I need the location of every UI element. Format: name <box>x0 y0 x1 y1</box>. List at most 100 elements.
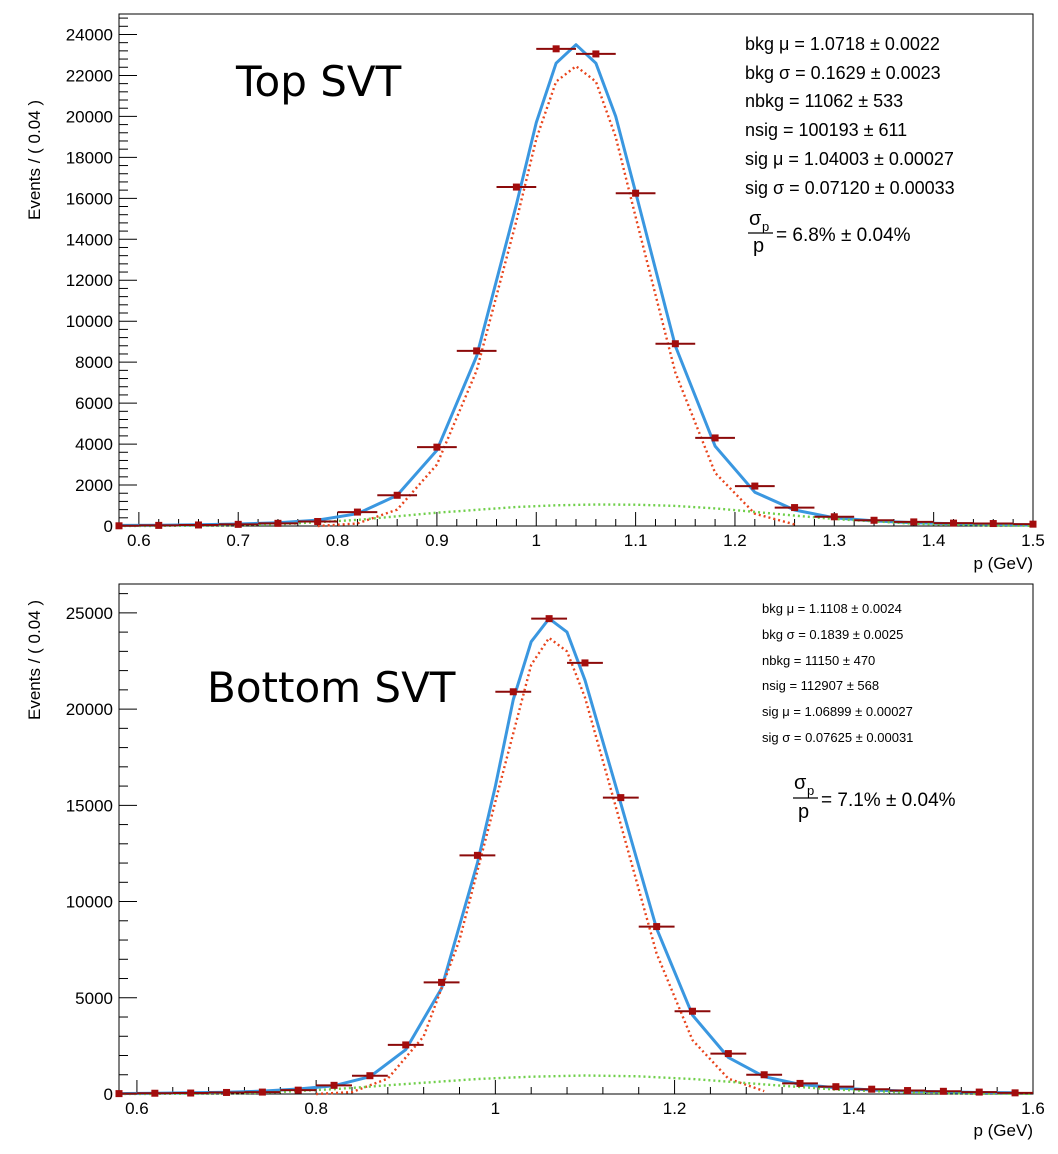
top-stat-sig-sigma: sig σ = 0.07120 ± 0.00033 <box>745 178 955 198</box>
top-data-point <box>218 520 259 528</box>
top-y-tick-label: 4000 <box>75 435 113 454</box>
bottom-point-marker <box>939 1087 947 1095</box>
top-data-point <box>854 516 894 524</box>
top-data-point <box>973 520 1014 528</box>
top-data-point <box>576 50 616 58</box>
top-point-marker <box>155 521 163 529</box>
top-y-tick-label: 16000 <box>66 189 113 208</box>
bottom-y-tick-label: 10000 <box>66 893 113 912</box>
bottom-fit-stats: bkg μ = 1.1108 ± 0.0024 bkg σ = 0.1839 ±… <box>762 601 913 745</box>
top-data-points <box>115 45 1037 530</box>
bottom-point-marker <box>760 1071 768 1079</box>
bottom-data-point <box>495 688 532 696</box>
bottom-point-marker <box>115 1090 123 1098</box>
bottom-stat-sig-sigma: sig σ = 0.07625 ± 0.00031 <box>762 730 913 745</box>
bottom-point-marker <box>653 923 661 931</box>
top-stat-nbkg: nbkg = 11062 ± 533 <box>745 91 903 111</box>
bottom-data-point <box>817 1083 854 1091</box>
bottom-data-point <box>387 1041 424 1049</box>
bottom-data-point <box>351 1072 388 1080</box>
top-point-marker <box>870 516 878 524</box>
bottom-x-tick-label: 1 <box>491 1099 500 1118</box>
bottom-stat-nsig: nsig = 112907 ± 568 <box>762 678 879 693</box>
bottom-data-point <box>244 1088 281 1096</box>
top-resolution-formula: σ p p = 6.8% ± 0.04% <box>748 208 911 257</box>
top-data-point <box>258 519 298 527</box>
bottom-resolution-formula: σ p p = 7.1% ± 0.04% <box>793 772 956 823</box>
top-data-point <box>417 443 457 451</box>
bottom-chart-panel: 0.6 0.8 1 1.2 1.4 1.6 0 5000 10000 15000 20000 2500… <box>25 583 1045 1140</box>
top-data-point <box>496 183 537 191</box>
top-data-point <box>297 517 338 525</box>
bottom-point-marker <box>258 1088 266 1096</box>
top-x-tick-label: 0.9 <box>425 531 449 550</box>
top-point-marker <box>671 340 679 348</box>
top-data-point <box>178 521 219 529</box>
top-chart-panel: 0.6 0.7 0.8 0.9 1 1.1 1.2 1.3 1.4 1.5 0 2000 4000 600… <box>25 13 1045 573</box>
top-point-marker <box>592 50 600 58</box>
top-x-tick-label: 1.5 <box>1021 531 1045 550</box>
bottom-y-tick-label: 15000 <box>66 796 113 815</box>
bottom-data-point <box>567 659 603 667</box>
top-point-marker <box>433 443 441 451</box>
bottom-point-marker <box>1011 1089 1019 1097</box>
bottom-data-point <box>423 978 460 986</box>
bottom-data-point <box>602 794 639 802</box>
bottom-point-marker <box>402 1041 410 1049</box>
top-point-marker <box>552 45 560 53</box>
top-resolution-num: σ <box>749 208 762 230</box>
top-fit-stats: bkg μ = 1.0718 ± 0.0022 bkg σ = 0.1629 ±… <box>745 34 955 198</box>
top-y-tick-label: 24000 <box>66 25 113 44</box>
bottom-x-tick-label: 1.4 <box>842 1099 866 1118</box>
bottom-point-marker <box>438 978 446 986</box>
top-stat-nsig: nsig = 100193 ± 611 <box>745 120 907 140</box>
top-y-tick-label: 22000 <box>66 66 113 85</box>
top-point-marker <box>910 518 918 526</box>
bottom-point-marker <box>473 851 481 859</box>
top-point-marker <box>632 189 640 197</box>
bottom-x-axis-label: p (GeV) <box>973 1121 1033 1140</box>
top-data-point <box>377 491 418 499</box>
top-x-tick-label: 1 <box>532 531 541 550</box>
bottom-stat-bkg-sigma: bkg σ = 0.1839 ± 0.0025 <box>762 627 903 642</box>
top-data-point <box>774 504 815 512</box>
top-point-marker <box>234 520 242 528</box>
bottom-resolution-sub: p <box>807 783 814 798</box>
bottom-x-tick-label: 0.6 <box>125 1099 149 1118</box>
bottom-point-marker <box>366 1072 374 1080</box>
top-point-marker <box>711 434 719 442</box>
bottom-point-marker <box>868 1085 876 1093</box>
bottom-x-tick-label: 0.8 <box>304 1099 328 1118</box>
bottom-y-tick-label: 20000 <box>66 700 113 719</box>
top-resolution-den: p <box>753 235 764 257</box>
top-resolution-sub: p <box>762 219 769 234</box>
bottom-point-marker <box>223 1088 231 1096</box>
bottom-data-point <box>997 1089 1033 1097</box>
top-y-tick-label: 10000 <box>66 312 113 331</box>
bottom-resolution-num: σ <box>794 772 807 794</box>
top-point-marker <box>751 482 759 490</box>
top-point-marker <box>115 522 123 530</box>
top-y-tick-label: 0 <box>104 517 113 536</box>
bottom-data-point <box>115 1090 137 1098</box>
top-data-point <box>893 518 934 526</box>
bottom-point-marker <box>294 1086 302 1094</box>
top-point-marker <box>473 347 481 355</box>
bottom-point-marker <box>151 1089 159 1097</box>
top-point-marker <box>791 504 799 512</box>
bottom-point-marker <box>832 1083 840 1091</box>
bottom-y-tick-label: 5000 <box>75 989 113 1008</box>
bottom-data-point <box>782 1079 818 1087</box>
top-stat-bkg-mu: bkg μ = 1.0718 ± 0.0022 <box>745 34 940 54</box>
top-data-point <box>933 519 974 527</box>
top-point-marker <box>512 183 520 191</box>
top-point-marker <box>393 491 401 499</box>
top-point-marker <box>989 520 997 528</box>
top-point-marker <box>274 519 282 527</box>
bottom-y-axis-label: Events / ( 0.04 ) <box>25 600 44 720</box>
top-y-tick-label: 2000 <box>75 476 113 495</box>
bottom-point-marker <box>724 1050 732 1058</box>
top-resolution-value: = 6.8% ± 0.04% <box>776 225 911 246</box>
bottom-data-point <box>280 1086 317 1094</box>
top-x-axis-label: p (GeV) <box>973 554 1033 573</box>
